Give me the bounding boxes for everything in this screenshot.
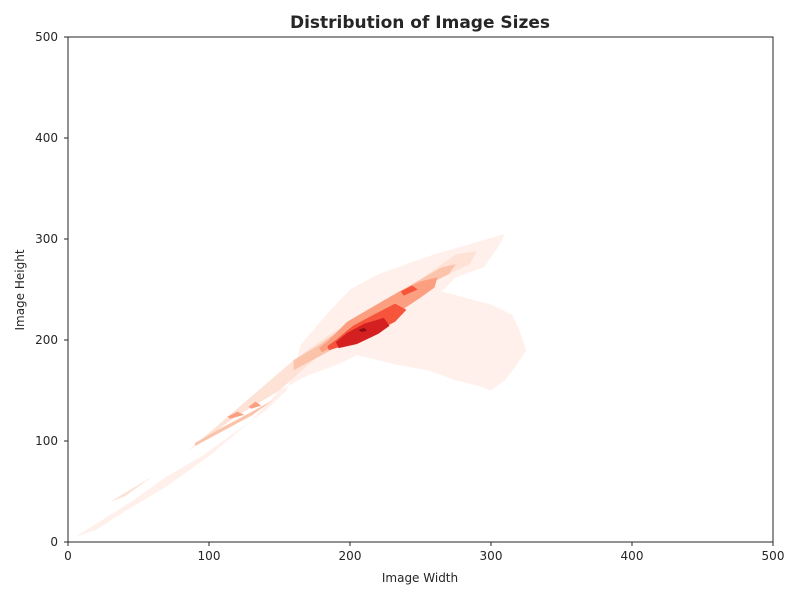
contour-level-4-region-1 — [227, 411, 245, 419]
y-axis-ticks: 0 100 200 300 400 500 — [35, 30, 68, 549]
contour-layers — [75, 233, 527, 537]
y-tick-label: 100 — [35, 434, 58, 448]
y-tick-label: 400 — [35, 131, 58, 145]
contour-level-1-region-1 — [75, 233, 527, 537]
y-tick-label: 300 — [35, 232, 58, 246]
y-tick-label: 200 — [35, 333, 58, 347]
contour-level-6-region-1 — [335, 317, 390, 349]
x-axis-label: Image Width — [382, 571, 458, 585]
x-tick-label: 400 — [621, 549, 644, 563]
contour-level-7-region-1 — [358, 327, 367, 332]
x-tick-label: 500 — [762, 549, 785, 563]
contour-level-2-region-1 — [110, 251, 477, 502]
y-axis-label: Image Height — [13, 249, 27, 330]
chart-title: Distribution of Image Sizes — [290, 13, 550, 33]
contour-level-3-region-1 — [194, 395, 280, 447]
x-tick-label: 200 — [339, 549, 362, 563]
x-tick-label: 0 — [64, 549, 72, 563]
contour-level-4-region-2 — [248, 401, 262, 409]
x-axis-ticks: 0 100 200 300 400 500 — [64, 542, 784, 563]
contour-level-5-region-2 — [400, 285, 418, 296]
plot-frame — [67, 36, 774, 543]
x-tick-label: 100 — [198, 549, 221, 563]
y-tick-label: 500 — [35, 30, 58, 44]
x-tick-label: 300 — [480, 549, 503, 563]
y-tick-label: 0 — [50, 535, 58, 549]
